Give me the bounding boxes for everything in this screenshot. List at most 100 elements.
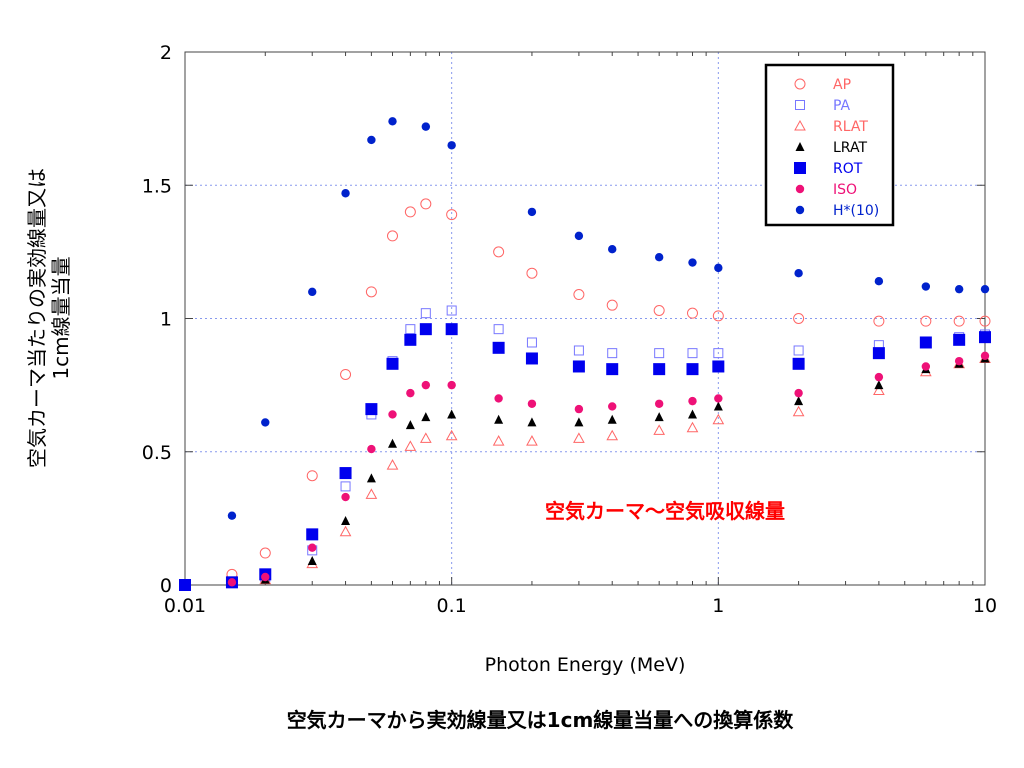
data-point [405, 420, 415, 430]
y-tick-label: 0.5 [142, 442, 172, 464]
legend-label: H*(10) [833, 203, 879, 219]
data-point [445, 323, 458, 336]
data-point [447, 380, 456, 390]
data-point [686, 363, 699, 376]
data-point [341, 492, 350, 502]
y-axis-label: 空気カーマ当たりの実効線量又は 1cm線量当量 [25, 168, 73, 468]
data-point [339, 525, 352, 537]
data-point [259, 547, 271, 559]
data-point [713, 348, 724, 359]
data-point [419, 323, 432, 336]
data-point [404, 206, 416, 218]
data-point [872, 347, 885, 360]
data-points [179, 117, 991, 591]
legend-marker [794, 119, 806, 131]
data-point [874, 372, 884, 382]
data-point [366, 473, 376, 483]
legend-marker [794, 162, 806, 174]
data-point [405, 324, 416, 335]
data-point [526, 337, 537, 348]
x-axis-label: Photon Energy (MeV) [485, 654, 686, 676]
data-point [420, 198, 432, 210]
data-point [404, 440, 417, 451]
data-point [686, 307, 698, 319]
data-point [919, 336, 932, 349]
legend-label: AP [833, 77, 851, 93]
y-axis-label-line-1: 空気カーマ当たりの実効線量又は [25, 168, 49, 468]
legend-marker [794, 78, 806, 90]
data-point [873, 315, 885, 327]
legend-label: ISO [833, 182, 857, 198]
series-lrat [180, 353, 990, 589]
data-point [494, 414, 504, 424]
data-point [793, 313, 805, 324]
data-point [921, 282, 931, 291]
legend-label: RLAT [833, 119, 868, 135]
data-point [873, 384, 885, 395]
data-point [421, 412, 431, 422]
data-point [341, 516, 351, 526]
series-pa [180, 305, 990, 590]
data-point [388, 410, 397, 419]
data-point [365, 286, 377, 298]
data-point [340, 481, 351, 492]
data-point [340, 368, 352, 380]
data-point [979, 331, 991, 344]
data-point [654, 253, 664, 262]
data-point [406, 388, 415, 398]
data-point [686, 421, 699, 433]
y-tick-label: 1 [160, 309, 172, 331]
data-point [607, 414, 617, 424]
legend-marker [795, 205, 805, 215]
data-point [574, 404, 584, 414]
data-point [653, 424, 666, 435]
y-tick-label: 2 [160, 42, 172, 64]
data-point [654, 399, 664, 408]
x-tick-label: 0.1 [437, 595, 467, 617]
data-point [365, 488, 378, 499]
data-point [687, 348, 698, 359]
data-point [308, 287, 317, 297]
data-point [306, 470, 318, 482]
data-point [308, 543, 317, 552]
data-point [712, 413, 725, 425]
data-point [794, 388, 803, 398]
data-point [794, 268, 803, 278]
data-point [712, 310, 724, 322]
legend-label: ROT [833, 161, 863, 177]
legend-label: PA [833, 98, 851, 114]
legend-marker [795, 100, 805, 110]
data-point [713, 401, 723, 411]
data-point [653, 305, 665, 317]
data-point [341, 189, 350, 198]
data-point [920, 315, 932, 327]
data-point [306, 528, 319, 541]
data-point [525, 352, 538, 365]
data-point [446, 305, 457, 316]
data-point [654, 348, 665, 359]
data-point [793, 345, 804, 356]
data-point [365, 403, 378, 416]
data-point [573, 289, 585, 301]
data-point [419, 432, 432, 443]
data-point [526, 267, 538, 279]
data-point [573, 432, 585, 443]
data-point [953, 315, 965, 327]
data-point [608, 245, 617, 254]
y-tick-label: 1.5 [142, 175, 172, 197]
legend-marker [795, 184, 805, 194]
data-point [954, 284, 964, 294]
data-point [420, 308, 431, 319]
data-point [794, 396, 804, 406]
data-point [874, 276, 884, 286]
series-rot [179, 323, 991, 591]
legend-label: LRAT [833, 140, 867, 156]
legend-box [764, 63, 895, 227]
data-point [493, 246, 505, 258]
data-point [447, 141, 456, 150]
data-point [712, 360, 725, 373]
data-point [953, 333, 966, 346]
series-ap [179, 198, 991, 591]
data-point [714, 394, 723, 403]
data-point [492, 435, 505, 446]
